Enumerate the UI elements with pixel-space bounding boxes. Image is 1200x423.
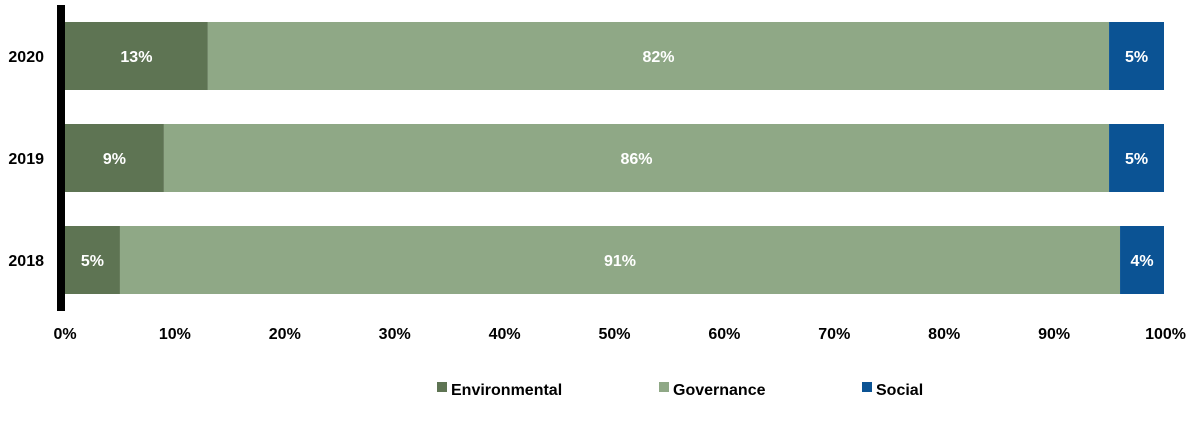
legend-label: Governance <box>673 382 766 399</box>
bar-social-2018 <box>1120 226 1164 294</box>
bar-governance-2018 <box>119 226 1121 294</box>
bar-governance-2019 <box>163 124 1110 192</box>
legend: Environmental Governance Social <box>437 382 923 399</box>
data-label-governance-2018: 91% <box>604 253 636 270</box>
x-tick-label: 60% <box>708 326 740 343</box>
x-tick-label: 0% <box>53 326 76 343</box>
data-label-social-2019: 5% <box>1125 151 1148 168</box>
bar-social-2019 <box>1109 124 1164 192</box>
data-label-environmental-2019: 9% <box>103 151 126 168</box>
x-tick-label: 40% <box>489 326 521 343</box>
bars-group <box>65 22 1164 294</box>
legend-item-social: Social <box>862 382 923 399</box>
category-labels-group: 2020 2019 2018 <box>8 49 44 270</box>
category-label-2020: 2020 <box>8 49 44 66</box>
x-tick-label: 20% <box>269 326 301 343</box>
x-axis-ticks-group: 0% 10% 20% 30% 40% 50% 60% 70% 80% 90% 100% <box>53 326 1186 343</box>
data-label-social-2020: 5% <box>1125 49 1148 66</box>
x-tick-label: 10% <box>159 326 191 343</box>
legend-swatch <box>659 382 669 392</box>
data-label-governance-2020: 82% <box>642 49 674 66</box>
legend-label: Social <box>876 382 923 399</box>
legend-swatch <box>437 382 447 392</box>
data-label-social-2018: 4% <box>1130 253 1153 270</box>
data-labels-group: 13% 82% 5% 9% 86% 5% 5% 91% 4% <box>81 49 1154 270</box>
x-tick-label: 30% <box>379 326 411 343</box>
x-tick-label: 80% <box>928 326 960 343</box>
x-tick-label: 90% <box>1038 326 1070 343</box>
legend-label: Environmental <box>451 382 562 399</box>
legend-item-governance: Governance <box>659 382 766 399</box>
y-axis-line <box>57 5 65 311</box>
x-tick-label: 100% <box>1145 326 1186 343</box>
bar-governance-2020 <box>207 22 1110 90</box>
x-tick-label: 70% <box>818 326 850 343</box>
bar-environmental-2019 <box>65 124 164 192</box>
category-label-2019: 2019 <box>8 151 44 168</box>
x-tick-label: 50% <box>598 326 630 343</box>
data-label-governance-2019: 86% <box>620 151 652 168</box>
bar-environmental-2020 <box>65 22 208 90</box>
data-label-environmental-2020: 13% <box>120 49 152 66</box>
category-label-2018: 2018 <box>8 253 44 270</box>
bar-environmental-2018 <box>65 226 120 294</box>
data-label-environmental-2018: 5% <box>81 253 104 270</box>
legend-item-environmental: Environmental <box>437 382 562 399</box>
bar-social-2020 <box>1109 22 1164 90</box>
legend-swatch <box>862 382 872 392</box>
